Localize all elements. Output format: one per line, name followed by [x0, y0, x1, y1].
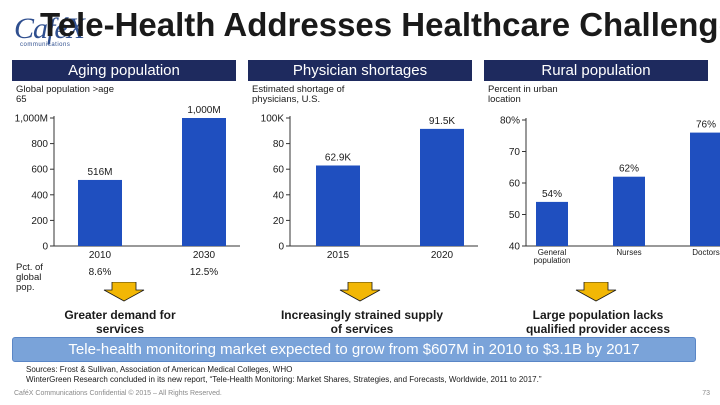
logo-text: CaféX — [14, 12, 85, 45]
pct-row-label: global — [16, 272, 41, 283]
chart-rural-population: Percent in urban location 40 50 60 70 80% 54% Ge… — [484, 84, 720, 284]
y-tick-label: 200 — [31, 216, 48, 227]
y-tick-label: 80 — [273, 139, 285, 150]
y-tick-label: 400 — [31, 190, 48, 201]
x-tick-label: General — [538, 248, 567, 257]
x-tick-label: population — [534, 256, 571, 265]
market-growth-banner: Tele-health monitoring market expected t… — [12, 337, 696, 362]
sources-line-2: WinterGreen Research concluded in its ne… — [26, 375, 542, 384]
y-tick-label: 40 — [509, 242, 521, 253]
y-axis-label: 65 — [16, 94, 27, 105]
y-tick-label: 800 — [31, 139, 48, 150]
y-axis-label: Percent in urban — [488, 84, 558, 95]
data-label: 91.5K — [429, 116, 455, 127]
data-label: 76% — [696, 120, 716, 131]
x-tick-label: 2010 — [89, 250, 112, 261]
sources: Sources: Frost & Sullivan, Association o… — [26, 365, 542, 385]
x-tick-label: 2030 — [193, 250, 216, 261]
panel-header-aging: Aging population — [12, 60, 236, 81]
panel-header-physician: Physician shortages — [248, 60, 472, 81]
y-tick-label: 50 — [509, 210, 521, 221]
down-arrow-icon — [575, 282, 617, 302]
down-arrow-icon — [339, 282, 381, 302]
data-label: 1,000M — [187, 105, 220, 116]
page-number: 73 — [702, 390, 710, 397]
data-label: 62% — [619, 164, 639, 175]
y-tick-label: 40 — [273, 190, 285, 201]
bar — [420, 128, 464, 246]
y-tick-label: 0 — [278, 242, 284, 253]
y-tick-label: 70 — [509, 147, 521, 158]
description-aging: Greater demand for services — [64, 308, 176, 336]
y-axis-label: location — [488, 94, 521, 105]
sources-line-1: Sources: Frost & Sullivan, Association o… — [26, 365, 293, 374]
chart-aging-population: Global population >age 65 0 200 400 600 800 1,0… — [12, 84, 240, 293]
bar — [536, 201, 568, 246]
y-axis-label: physicians, U.S. — [252, 94, 320, 105]
bar — [182, 118, 226, 246]
bar — [316, 165, 360, 246]
down-arrow-icon — [103, 282, 145, 302]
x-tick-label: 2020 — [431, 250, 454, 261]
y-tick-label: 1,000M — [15, 114, 48, 125]
pct-row-value: 12.5% — [190, 267, 218, 278]
y-tick-label: 80% — [500, 116, 520, 127]
y-tick-label: 100K — [261, 114, 285, 125]
panel-header-rural: Rural population — [484, 60, 708, 81]
y-tick-label: 60 — [509, 179, 521, 190]
pct-row-value: 8.6% — [89, 267, 112, 278]
y-axis-label: Estimated shortage of — [252, 84, 345, 95]
chart-physician-shortages: Estimated shortage of physicians, U.S. 0 20… — [248, 84, 478, 284]
pct-row-label: Pct. of — [16, 262, 43, 273]
bar — [690, 132, 720, 246]
data-label: 54% — [542, 189, 562, 200]
data-label: 516M — [87, 167, 112, 178]
bar — [613, 176, 645, 246]
bar — [78, 179, 122, 246]
company-logo: CaféX communications — [14, 12, 92, 52]
y-tick-label: 600 — [31, 165, 48, 176]
footer-confidential: CaféX Communications Confidential © 2015… — [14, 390, 222, 397]
data-label: 62.9K — [325, 152, 351, 163]
y-tick-label: 20 — [273, 216, 285, 227]
logo-subtext: communications — [20, 42, 71, 48]
y-axis-label: Global population >age — [16, 84, 114, 95]
pct-row-label: pop. — [16, 282, 35, 293]
x-tick-label: 2015 — [327, 250, 350, 261]
description-physician: Increasingly strained supply of services — [280, 308, 444, 336]
y-tick-label: 60 — [273, 165, 285, 176]
x-tick-label: Doctors — [692, 248, 720, 257]
page-title: Tele-Health Addresses Healthcare Challen… — [40, 6, 720, 43]
y-tick-label: 0 — [42, 242, 48, 253]
description-rural: Large population lacks qualified provide… — [525, 308, 671, 336]
x-tick-label: Nurses — [616, 248, 641, 257]
